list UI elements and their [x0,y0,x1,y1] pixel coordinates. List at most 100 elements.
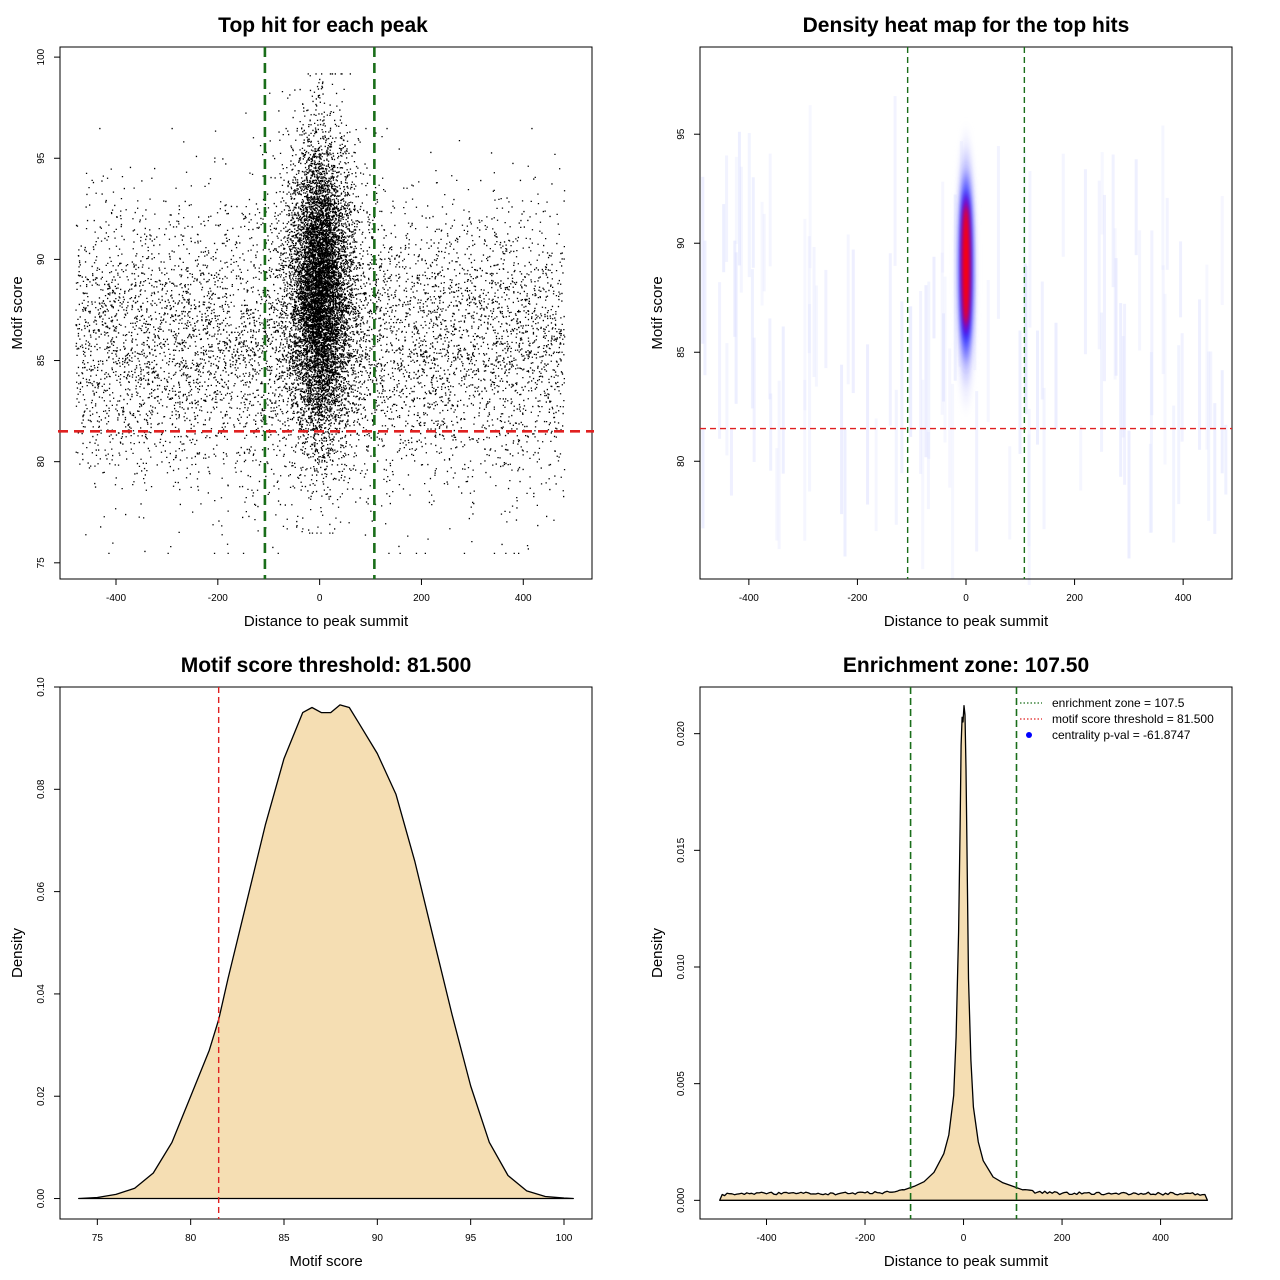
p1-x-tick-label: 200 [413,593,430,604]
p2-background-density [1114,258,1118,376]
p2-background-density [803,379,807,541]
p2-x-axis: -400 -200 0 200 400 [739,578,1192,604]
p2-background-density [888,253,892,426]
p1-y-axis-label: Motif score [9,276,26,349]
p2-background-density [718,282,722,439]
p4-y-tick-label: 0.005 [676,1071,687,1096]
p2-background-density [750,269,754,409]
p2-y-axis: 80 85 90 95 [676,128,701,467]
p3-title: Motif score threshold: 81.500 [181,654,472,677]
p2-background-density [768,153,772,267]
p4-y-tick-label: 0.000 [676,1187,687,1212]
p4-y-tick-label: 0.010 [676,954,687,979]
p2-background-density [769,393,773,471]
p2-y-axis-label: Motif score [649,276,666,349]
p2-background-density [814,285,818,387]
p2-background-density [1150,230,1154,416]
p2-x-tick-label: 400 [1175,593,1192,604]
p2-background-density [1180,333,1184,442]
p4-x-tick-label: 400 [1152,1233,1169,1244]
p2-x-tick-label: 0 [963,593,969,604]
p2-background-density [1165,197,1169,270]
p2-background-density [1119,303,1123,477]
p2-background-density [725,343,729,456]
p2-background-density [1123,303,1127,485]
legend-label-centrality: centrality p-val = -61.8747 [1052,728,1191,742]
p2-background-density [1008,446,1012,540]
p2-background-density [737,131,741,266]
p2-background-density [775,448,779,541]
p3-y-tick-label: 0.08 [36,779,47,799]
p2-background-density [900,301,904,474]
p3-y-tick-label: 0.06 [36,881,47,901]
p2-background-density [1083,169,1087,355]
p3-y-tick-label: 0.04 [36,984,47,1004]
p2-background-density [1179,241,1183,318]
p3-x-tick-label: 75 [92,1233,104,1244]
p2-background-density [1220,196,1224,305]
p3-y-tick-label: 0.00 [36,1188,47,1208]
p2-background-density [1061,153,1065,257]
p2-background-density [953,194,957,381]
p2-background-density [941,313,945,402]
p2-background-density [734,252,738,404]
p2-background-density [851,249,855,394]
p1-x-tick-label: 0 [317,593,323,604]
p2-background-density [996,146,1000,319]
p2-background-density [803,218,807,411]
p2-background-density [1148,443,1152,533]
p4-x-tick-label: 0 [961,1233,967,1244]
p2-background-density [1079,425,1083,491]
p4-legend: enrichment zone = 107.5 motif score thre… [1020,696,1214,742]
p2-background-density [1198,299,1202,450]
p2-background-density [940,252,944,415]
p2-background-density [951,383,955,579]
p2-background-density [807,236,811,354]
p1-title: Top hit for each peak [218,14,428,37]
p2-x-axis-label: Distance to peak summit [884,613,1049,630]
p3-y-axis: 0.00 0.02 0.04 0.06 0.08 0.10 [36,677,61,1208]
p2-background-density [932,256,936,339]
p2-background-density [924,285,928,458]
panel-top-hit-scatter: Top hit for each peak Distance to peak s… [9,14,594,630]
p4-x-tick-label: -200 [855,1233,875,1244]
panel-enrichment-zone-density: Enrichment zone: 107.50 Distance to peak… [649,654,1233,1270]
p4-title: Enrichment zone: 107.50 [843,654,1089,677]
p2-y-tick-label: 95 [676,128,687,140]
p2-background-density [948,348,952,488]
p2-background-density [1121,336,1125,438]
p2-background-density [701,176,705,344]
p2-background-density [840,364,844,515]
p2-background-density [1097,180,1101,350]
p3-x-axis-label: Motif score [289,1253,362,1270]
p4-x-tick-label: -400 [756,1233,776,1244]
p4-y-tick-label: 0.015 [676,837,687,862]
p3-density-curve [78,704,574,1200]
p2-background-density [1213,403,1217,534]
p3-x-tick-label: 95 [465,1233,477,1244]
p2-x-tick-label: -400 [739,593,759,604]
p4-y-tick-label: 0.020 [676,721,687,746]
p2-background-density [894,389,898,525]
p2-title: Density heat map for the top hits [803,14,1130,37]
p2-background-density [734,156,738,244]
p2-background-density [1102,194,1106,382]
p2-background-density [808,304,812,492]
p2-y-tick-label: 90 [676,237,687,249]
p2-background-density [1028,171,1032,328]
p2-density-peak [962,205,970,325]
p2-y-tick-label: 85 [676,346,687,358]
p4-x-axis: -400 -200 0 200 400 [756,1218,1169,1244]
p1-scatter-points [75,73,566,555]
p2-background-density [824,269,828,369]
p2-background-density [941,181,945,273]
p2-x-tick-label: 200 [1066,593,1083,604]
p4-y-axis-label: Density [649,927,666,978]
p2-background-density [1040,281,1044,400]
p4-x-tick-label: 200 [1054,1233,1071,1244]
p2-background-density [722,204,726,273]
p2-background-density [1207,351,1211,521]
p2-x-tick-label: -200 [847,593,867,604]
p2-background-density [1127,430,1131,559]
p2-background-density [747,133,751,278]
